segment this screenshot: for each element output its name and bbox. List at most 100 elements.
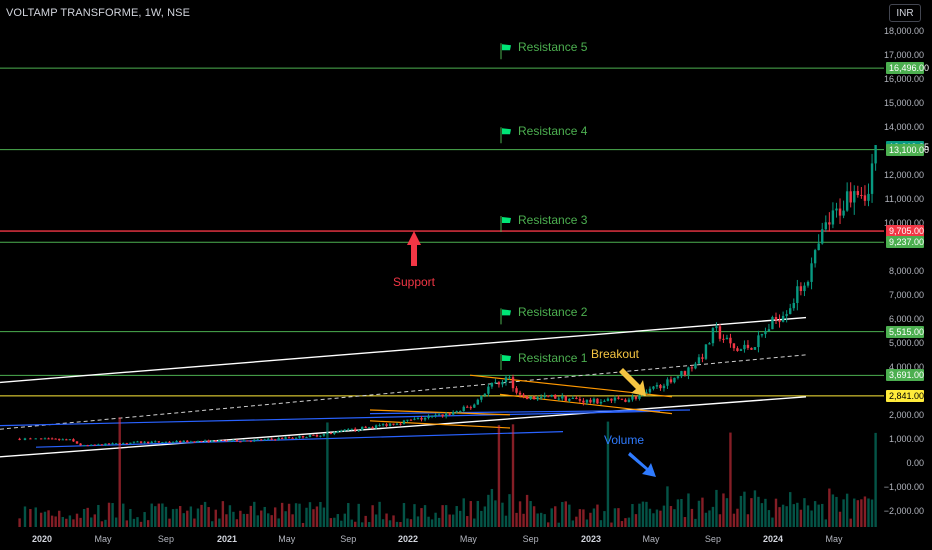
volume-bar [75,513,79,527]
currency-button[interactable]: INR [889,4,921,22]
volume-bar [200,504,203,527]
volume-bar [494,500,497,527]
volume-bar [193,518,196,527]
x-tick-label: 2023 [580,534,602,544]
breakout-label: Breakout [590,347,640,361]
candle-body [874,145,877,164]
candle-body [322,434,326,436]
candle-body [789,308,792,315]
candle-body [732,343,736,349]
candle-body [645,392,648,394]
volume-bar [568,504,571,527]
candle-body [287,437,291,439]
candle-body [139,441,143,443]
volume-bar [225,514,228,527]
candle-body [511,377,515,389]
candle-body [118,443,121,445]
candle-body [853,191,856,203]
candle-body [617,397,620,399]
flag-icon [502,217,511,223]
volume-bar [529,501,532,527]
volume-bar [462,498,465,527]
candle-body [228,440,232,442]
candle-body [856,191,860,195]
channel-lower-line [0,396,807,458]
volume-bar [652,513,655,527]
volume-bar [232,511,235,527]
volume-bar [860,499,863,527]
candle-body [529,396,532,400]
y-tick-label: 11,000.00 [884,194,924,204]
breakout-arrow-icon [619,368,646,396]
volume-bar [645,501,648,527]
wedge-lower-line [499,393,673,415]
candle-body [501,382,504,385]
volume-bar [168,518,171,527]
volume-bar [757,496,760,527]
candle-body [178,440,182,443]
flag-icon [502,355,511,361]
volume-bar [249,505,253,527]
volume-bar [301,522,305,527]
candle-body [504,377,508,383]
candle-body [554,394,557,399]
candle-body [469,407,472,409]
volume-bar [480,510,483,527]
candle-body [182,440,185,443]
volume-bar [50,515,54,527]
volume-bar [525,494,529,527]
candle-body [624,399,627,402]
candle-body [395,423,399,425]
candle-body [132,441,136,443]
volume-bar [821,503,824,527]
candle-body [399,423,402,425]
volume-bar [114,517,118,527]
x-tick-label: Sep [157,534,174,544]
level-badge: 5,515.00 [886,325,924,338]
flag-upper-line [369,409,511,416]
volume-bar [186,510,189,527]
candle-body [863,195,867,201]
volume-bar [175,508,178,527]
volume-bar [68,515,72,527]
annotation-marks [407,43,656,477]
candle-body [539,397,543,399]
candle-body [402,420,406,424]
volume-bar [427,516,430,527]
candle-body [423,418,427,420]
volume-bar [34,507,37,527]
volume-bar [239,510,242,527]
candle-body [683,371,687,375]
candle-body [785,314,788,316]
candle-body [284,437,287,439]
volume-bar [235,519,239,527]
volume-bar [43,511,47,527]
level-badge: 9,237.00 [886,236,924,249]
volume-bar [666,486,669,527]
volume-bar [690,508,694,527]
candle-body [211,440,214,443]
candle-body [631,396,634,400]
candle-body [497,382,501,385]
candle-body [746,344,750,348]
volume-bar [406,518,409,527]
candle-body [648,388,652,393]
volume-bar [371,505,374,527]
volume-bar [697,500,701,527]
volume-bar [107,502,111,527]
volume-bar [430,519,434,527]
volume-bar [388,520,392,527]
volume-bar [267,513,270,527]
volume-bar [743,491,746,527]
x-tick-label: Sep [522,534,539,544]
resistance-label: Resistance 2 [518,305,588,320]
candle-body [354,428,357,431]
volume-bar [364,515,367,527]
volume-bar [785,506,788,527]
volume-bar [771,517,774,527]
price-candles [18,145,877,447]
volume-bar [835,496,838,527]
volume-bar [532,506,536,527]
volume-bar [701,497,704,527]
